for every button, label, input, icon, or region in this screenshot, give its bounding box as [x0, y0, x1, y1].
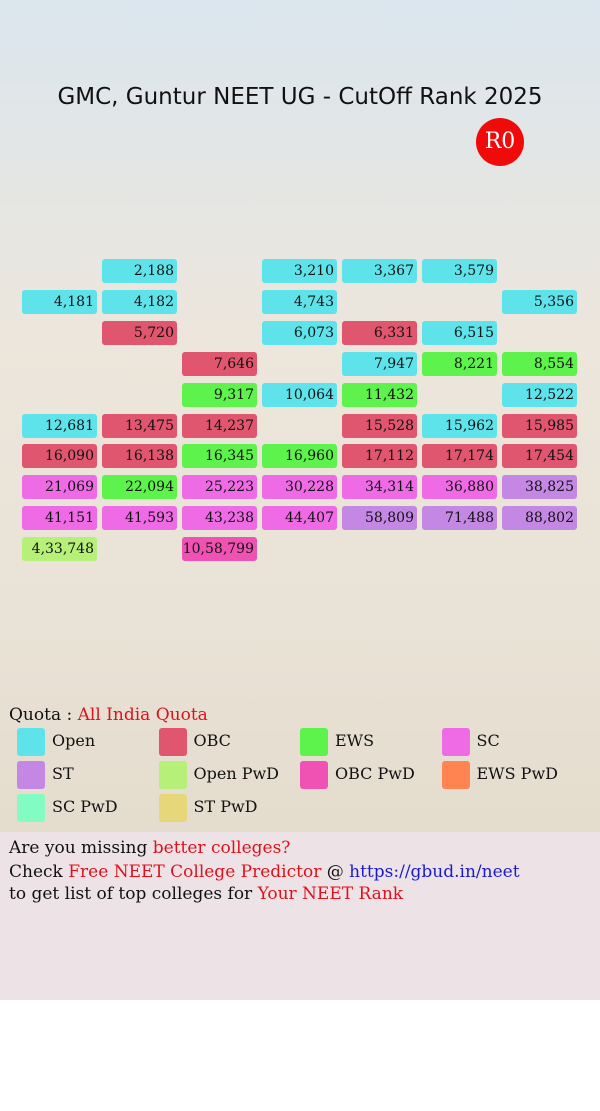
- rank-cell: 17,454: [502, 444, 577, 469]
- legend-swatch: [17, 794, 45, 822]
- legend-label: EWS: [335, 731, 375, 750]
- rank-cell: 15,528: [342, 413, 417, 438]
- rank-cell: 9,317: [182, 382, 257, 407]
- rank-cell: 71,488: [422, 506, 497, 531]
- rank-cell: 3,210: [262, 259, 337, 283]
- footer: Are you missing better colleges? Check F…: [0, 832, 600, 1000]
- legend-label: SC: [476, 731, 500, 750]
- rank-cell: 8,221: [422, 351, 497, 376]
- legend-label: SC PwD: [52, 797, 118, 816]
- quota-name: All India Quota: [77, 705, 208, 725]
- quota-line: Quota : All India Quota: [9, 705, 208, 725]
- rank-cell: 4,182: [102, 289, 177, 314]
- link[interactable]: https://gbud.in/neet: [349, 862, 520, 882]
- round-badge: R0: [476, 118, 524, 166]
- footer-line: to get list of top colleges for Your NEE…: [9, 884, 403, 904]
- rank-cell: 30,228: [262, 475, 337, 500]
- rank-cell: 3,579: [422, 259, 497, 283]
- rank-cell: 88,802: [502, 506, 577, 531]
- legend-swatch: [158, 761, 187, 789]
- legend-label: OBC PwD: [335, 764, 415, 783]
- rank-cell: 13,475: [102, 413, 177, 438]
- rank-cell: 7,646: [182, 351, 257, 376]
- rank-cell: 17,112: [342, 444, 417, 469]
- rank-cell: 10,58,799: [182, 537, 257, 562]
- text: to get list of top colleges for: [9, 884, 258, 904]
- legend-swatch: [17, 761, 45, 789]
- rank-cell: 16,960: [262, 444, 337, 469]
- highlight: better colleges?: [152, 838, 291, 858]
- rank-cell: 16,345: [182, 444, 257, 469]
- footer-line: Check Free NEET College Predictor @ http…: [9, 862, 520, 882]
- rank-cell: 41,151: [22, 506, 97, 531]
- legend-swatch: [158, 728, 187, 756]
- rank-cell: 15,962: [422, 413, 497, 438]
- rank-cell: 8,554: [502, 351, 577, 376]
- rank-cell: 5,720: [102, 320, 177, 345]
- rank-cell: 4,743: [262, 289, 337, 314]
- rank-cell: 43,238: [182, 506, 257, 531]
- text: @: [321, 862, 350, 882]
- rank-cell: 22,094: [102, 475, 177, 500]
- rank-cell: 21,069: [22, 475, 97, 500]
- rank-cell: 4,33,748: [22, 537, 97, 562]
- quota-label: Quota :: [9, 705, 73, 725]
- legend-swatch: [441, 761, 470, 789]
- rank-cell: 16,138: [102, 444, 177, 469]
- text: Check: [9, 862, 69, 882]
- rank-cell: 3,367: [342, 259, 417, 283]
- rank-cell: 6,515: [422, 320, 497, 345]
- rank-cell: 41,593: [102, 506, 177, 531]
- legend-label: OBC: [193, 731, 231, 750]
- text: Are you missing: [9, 838, 153, 858]
- legend-label: EWS PwD: [476, 764, 558, 783]
- rank-cell: 12,681: [22, 413, 97, 438]
- rank-cell: 16,090: [22, 444, 97, 469]
- rank-cell: 5,356: [502, 289, 577, 314]
- legend-label: ST PwD: [193, 797, 258, 816]
- rank-cell: 14,237: [182, 413, 257, 438]
- legend-swatch: [441, 728, 470, 756]
- rank-cell: 58,809: [342, 506, 417, 531]
- rank-cell: 12,522: [502, 382, 577, 407]
- rank-cell: 6,331: [342, 320, 417, 345]
- rank-cell: 36,880: [422, 475, 497, 500]
- rank-cell: 44,407: [262, 506, 337, 531]
- rank-cell: 15,985: [502, 413, 577, 438]
- rank-cell: 4,181: [22, 289, 97, 314]
- legend-swatch: [17, 728, 45, 756]
- rank-cell: 34,314: [342, 475, 417, 500]
- legend-label: ST: [52, 764, 74, 783]
- rank-cell: 25,223: [182, 475, 257, 500]
- rank-cell: 38,825: [502, 475, 577, 500]
- legend-swatch: [300, 761, 328, 789]
- footer-line: Are you missing better colleges?: [9, 838, 290, 858]
- highlight: Your NEET Rank: [257, 884, 404, 904]
- legend-swatch: [300, 728, 328, 756]
- rank-cell: 17,174: [422, 444, 497, 469]
- legend-label: Open: [52, 731, 96, 750]
- rank-cell: 10,064: [262, 382, 337, 407]
- link[interactable]: Free NEET College Predictor: [68, 862, 322, 882]
- legend-swatch: [158, 794, 187, 822]
- rank-cell: 7,947: [342, 351, 417, 376]
- title: GMC, Guntur NEET UG - CutOff Rank 2025: [57, 84, 543, 110]
- rank-cell: 2,188: [102, 259, 177, 283]
- legend-label: Open PwD: [193, 764, 280, 783]
- rank-cell: 11,432: [342, 382, 417, 407]
- rank-cell: 6,073: [262, 320, 337, 345]
